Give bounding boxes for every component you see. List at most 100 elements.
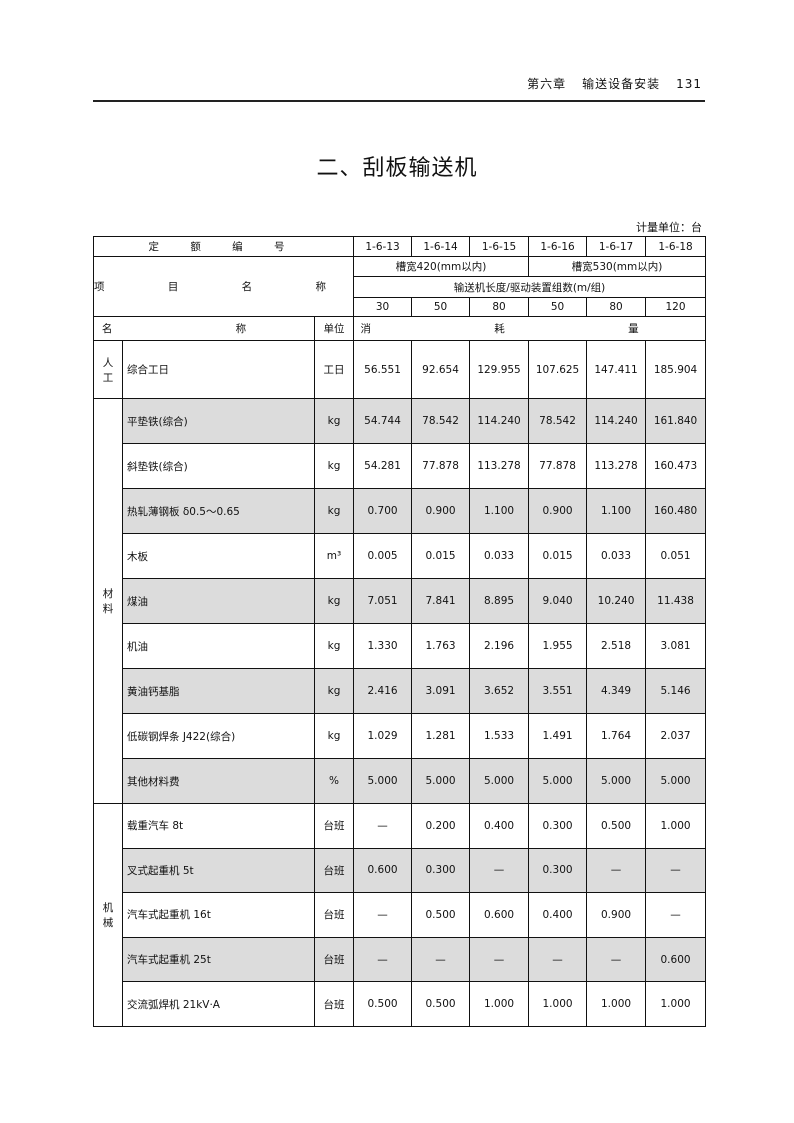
consumption-value: 0.500 [411,981,471,1027]
page-number: 131 [676,77,702,91]
item-unit: kg [313,713,355,759]
consumption-value: 0.700 [353,488,413,534]
length-value: 30 [353,297,413,317]
consumption-value: 9.040 [528,578,588,624]
consumption-value: — [411,936,471,983]
item-name-label: 项 目 名 称 [92,256,355,317]
consumption-value: 147.411 [586,340,647,399]
consumption-value: 5.146 [645,668,707,714]
item-name: 机油 [122,623,315,669]
consumption-value: 77.878 [411,443,471,489]
consumption-value: 0.051 [645,533,707,579]
item-unit: kg [313,443,355,489]
quota-code: 1-6-16 [528,236,588,257]
consumption-value: 3.081 [645,623,707,669]
item-name: 热轧薄钢板 δ0.5～0.65 [122,488,315,534]
consumption-value: 1.000 [586,981,647,1027]
consumption-value: 78.542 [411,398,471,444]
header-rule [93,100,705,102]
consumption-value: 160.480 [645,488,707,534]
consumption-value: — [645,892,707,938]
item-unit: 台班 [313,936,355,983]
consumption-value: 0.600 [469,892,530,938]
quota-code: 1-6-13 [353,236,413,257]
item-unit: kg [313,488,355,534]
consumption-value: 0.033 [469,533,530,579]
table-row: 汽车式起重机 25t 台班 — — — — —0.600 [94,936,707,983]
length-value: 50 [528,297,588,317]
item-unit: 台班 [313,803,355,849]
category-char: 工 [102,371,114,384]
table-row: 材料平垫铁(综合) kg 54.744 78.542 114.240 78.542 114.… [93,398,707,804]
table-row: 其他材料费% 5.000 5.000 5.000 5.000 5.000 5.000 [94,758,707,804]
consumption-value: 107.625 [528,340,588,399]
col-name-header: 名 称 [93,316,315,341]
table-row: 机油 kg 1.330 1.763 2.196 1.955 2.518 3.081 [94,623,707,669]
consumption-value: 1.100 [586,488,647,534]
quota-code: 1-6-18 [645,236,707,257]
item-unit: % [313,758,355,804]
table-row: 木板 m³ 0.005 0.015 0.033 0.015 0.033 0.051 [94,533,707,579]
consumption-value: 0.005 [353,533,413,579]
length-row: 30 50 80 50 80 120 [94,297,707,317]
consumption-value: 114.240 [469,398,530,444]
consumption-value: 3.652 [469,668,530,714]
chapter-label: 第六章 [527,77,567,91]
item-unit: kg [313,578,355,624]
category-char: 材 [102,588,114,600]
consumption-value: 1.533 [469,713,530,759]
consumption-value: 0.300 [528,803,588,849]
item-unit: 工日 [313,340,355,399]
table-row: 交流弧焊机 21kV·A 台班 0.500 0.500 1.000 1.000 1.000 1… [94,981,707,1027]
consumption-value: 5.000 [469,758,530,804]
item-name: 平垫铁(综合) [122,398,315,444]
consumption-value: 2.196 [469,623,530,669]
consumption-value: 77.878 [528,443,588,489]
quota-code-label: 定 额 编 号 [92,236,355,257]
consumption-value: 0.500 [411,892,471,938]
quota-table: 定 额 编 号 1-6-13 1-6-14 1-6-15 1-6-16 1-6-… [92,236,707,1027]
table-row: 人工综合工日 工日 56.551 92.654 129.955 107.625 147.41… [93,340,707,399]
item-unit: kg [313,623,355,669]
item-unit: m³ [313,533,355,579]
quota-code: 1-6-17 [586,236,647,257]
consumption-value: — [353,892,413,938]
consumption-value: 7.841 [411,578,471,624]
consumption-value: 185.904 [645,340,707,399]
consumption-value: — [528,936,588,983]
category-cell: 材料 [93,398,123,804]
consumption-value: 0.400 [528,892,588,938]
consumption-value: — [586,847,647,894]
consumption-value: 1.000 [528,981,588,1027]
consumption-value: 0.600 [645,936,707,983]
length-value: 80 [586,297,647,317]
item-name: 煤油 [122,578,315,624]
quota-code: 1-6-14 [411,236,471,257]
consumption-value: 113.278 [469,443,530,489]
subheader: 输送机长度/驱动装置组数(m/组) [353,276,707,298]
consumption-value: 0.500 [586,803,647,849]
consumption-value: 2.518 [586,623,647,669]
consumption-value: 0.600 [353,847,413,894]
item-unit: 台班 [313,892,355,938]
col-unit-header: 单位 [313,316,355,341]
consumption-value: 0.400 [469,803,530,849]
consumption-value: 0.015 [528,533,588,579]
consumption-value: — [469,936,530,983]
consumption-value: 4.349 [586,668,647,714]
consumption-value: — [645,847,707,894]
consumption-value: 0.200 [411,803,471,849]
category-cell: 机械 [93,803,123,1027]
consumption-value: 5.000 [586,758,647,804]
consumption-value: 54.744 [353,398,413,444]
quota-code: 1-6-15 [469,236,530,257]
consumption-value: 1.000 [645,803,707,849]
consumption-value: 56.551 [353,340,413,399]
consumption-value: 160.473 [645,443,707,489]
consumption-value: 1.100 [469,488,530,534]
running-head: 第六章 输送设备安装 131 [511,75,702,92]
table-row: 热轧薄钢板 δ0.5～0.65 kg 0.700 0.900 1.100 0.900 1.1… [94,488,707,534]
consumption-value: — [469,847,530,894]
item-name: 木板 [122,533,315,579]
item-name: 综合工日 [122,340,315,399]
